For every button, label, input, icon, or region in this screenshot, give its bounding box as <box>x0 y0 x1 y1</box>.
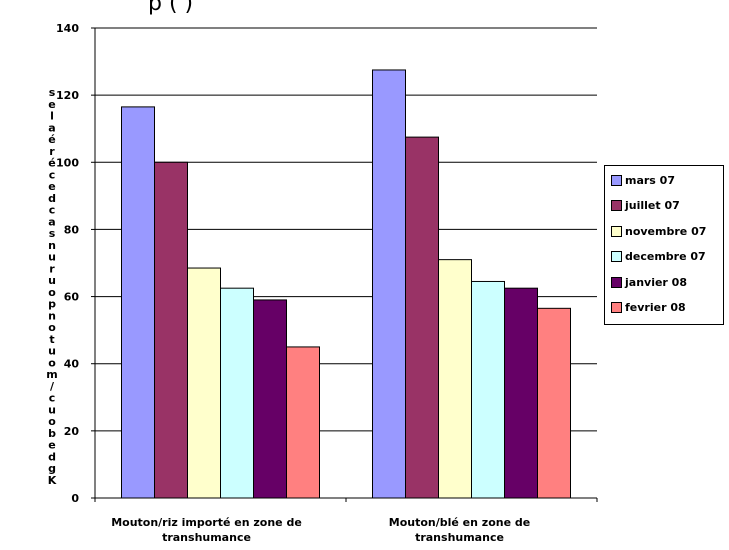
y-axis-label: Kgdebouc/moutonpourunsacdecéréales <box>46 86 57 487</box>
bar-2-1 <box>372 69 406 499</box>
y-tick-label: 60 <box>64 291 80 304</box>
legend-label: janvier 08 <box>625 275 687 289</box>
bar-2-5 <box>504 287 538 499</box>
legend-label: juillet 07 <box>625 199 680 212</box>
legend-swatch <box>611 174 622 186</box>
legend-item: juillet 07 <box>611 198 680 214</box>
legend-item: janvier 08 <box>611 274 687 290</box>
bar-1-3 <box>187 267 221 499</box>
legend-label: fevrier 08 <box>625 301 686 314</box>
x-axis-categories: Mouton/riz importé en zone de transhumanc… <box>94 498 598 544</box>
bar-1-4 <box>220 287 254 499</box>
y-tick-label: 0 <box>71 492 79 505</box>
legend-item: decembre 07 <box>611 249 706 265</box>
legend-label: novembre 07 <box>625 224 707 238</box>
bar-2-3 <box>438 259 472 499</box>
legend-item: fevrier 08 <box>611 300 686 316</box>
legend-swatch <box>611 200 622 211</box>
legend-swatch <box>611 225 622 237</box>
chart-title: p ( ) <box>148 0 193 16</box>
legend-swatch <box>611 251 622 262</box>
bar-1-2 <box>154 161 188 499</box>
bar-1-6 <box>286 346 320 499</box>
bar-2-4 <box>471 280 505 499</box>
legend-swatch <box>611 276 622 288</box>
legend-swatch <box>611 302 622 313</box>
legend-label: mars 07 <box>625 173 675 187</box>
bar-1-1 <box>121 106 155 499</box>
legend-item: novembre 07 <box>611 223 706 239</box>
y-tick-label: 40 <box>64 358 80 371</box>
y-tick-label: 80 <box>64 223 80 236</box>
y-tick-label: 120 <box>56 89 79 102</box>
legend: mars 07 juillet 07 novembre 07 decembre 07 j… <box>604 165 724 325</box>
y-tick-label: 20 <box>64 425 80 438</box>
bars <box>121 69 571 499</box>
y-axis-ticks: 0 20 40 60 80 100 120 140 <box>56 22 95 505</box>
bar-1-5 <box>253 299 287 499</box>
x-category-label: Mouton/blé en zone de transhumance <box>389 516 530 544</box>
y-tick-label: 140 <box>56 22 79 35</box>
legend-label: decembre 07 <box>625 250 706 263</box>
y-axis-label-text: Kgdebouc/moutonpourunsacdecéréales <box>46 86 57 487</box>
x-category-label: Mouton/riz importé en zone de transhumanc… <box>111 516 302 544</box>
y-tick-label: 100 <box>56 156 79 169</box>
legend-item: mars 07 <box>611 172 675 188</box>
bar-2-6 <box>537 307 571 499</box>
bar-2-2 <box>405 136 439 499</box>
